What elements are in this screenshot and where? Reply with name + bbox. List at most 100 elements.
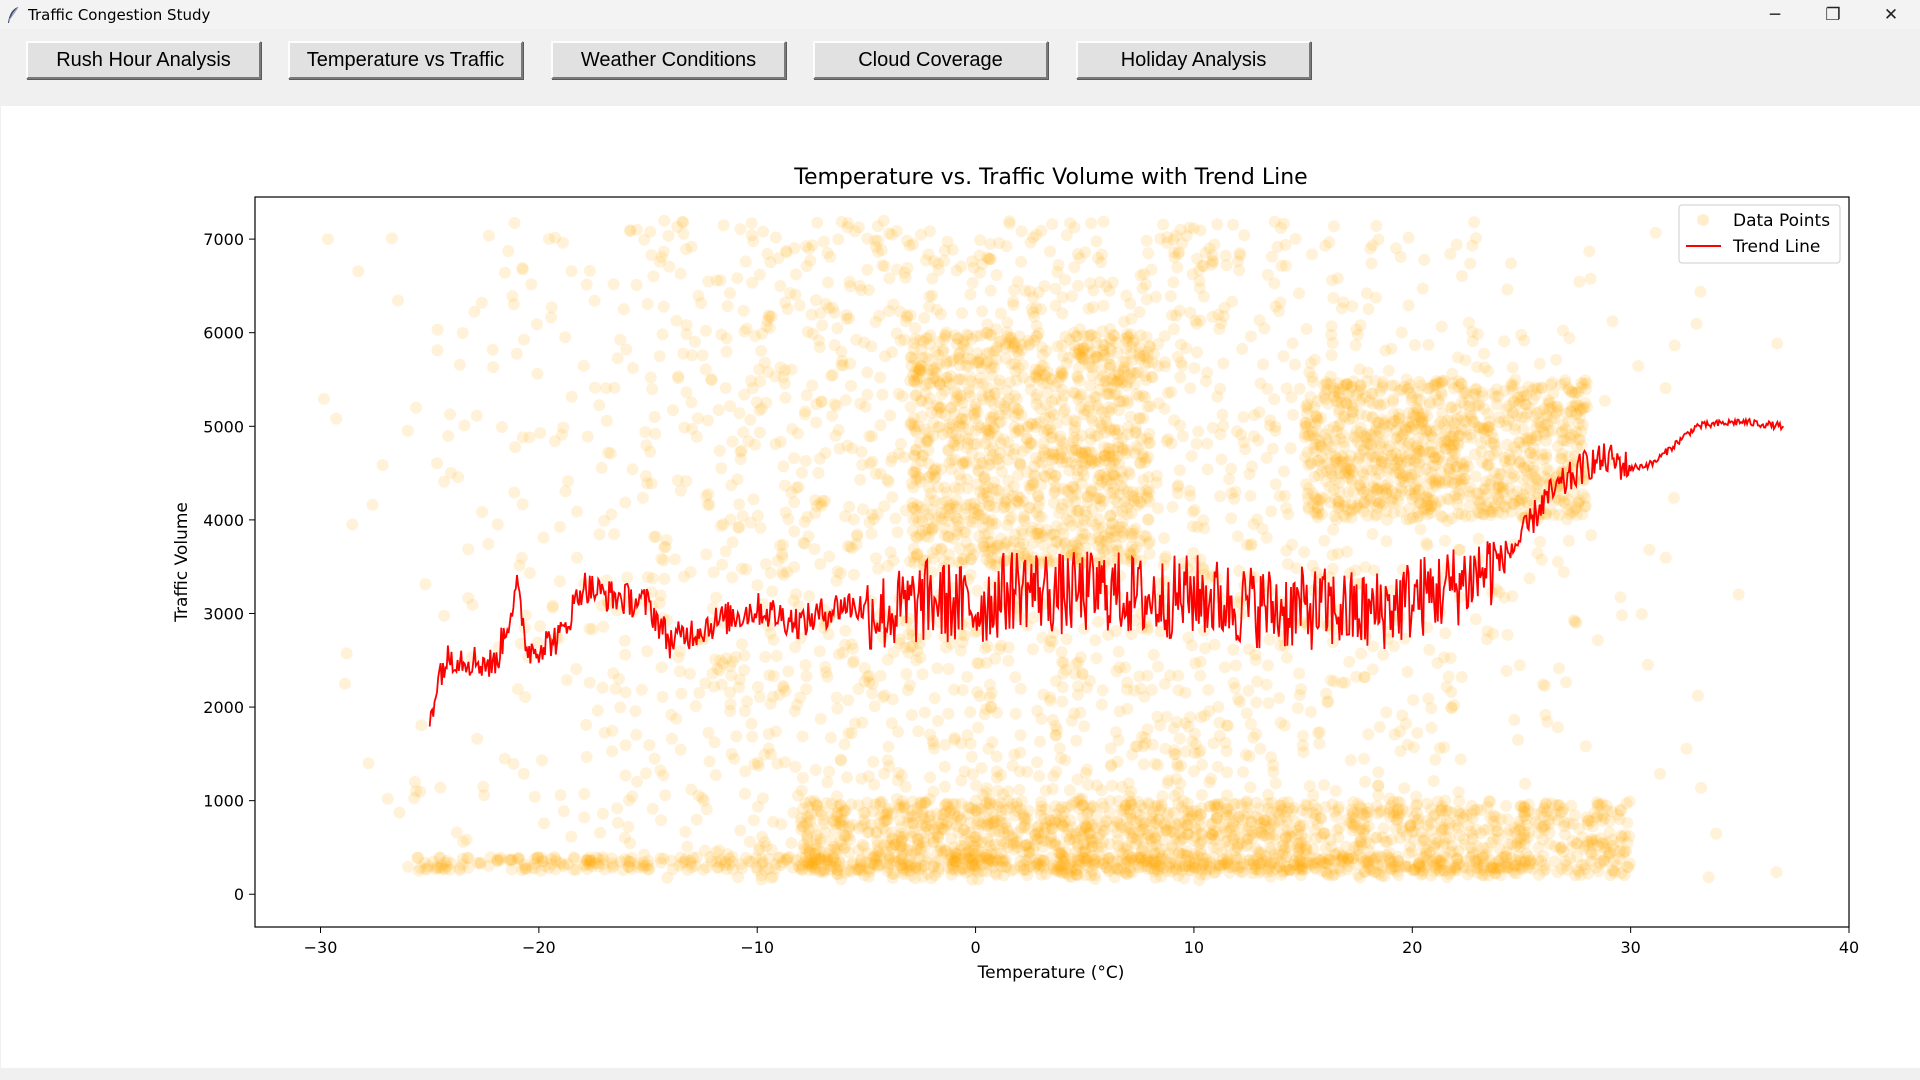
data-point: [1240, 748, 1252, 761]
temperature-vs-traffic-button[interactable]: Temperature vs Traffic: [288, 41, 523, 79]
data-point: [1084, 433, 1097, 446]
data-point: [1209, 825, 1222, 838]
data-point: [1053, 742, 1066, 755]
data-point: [1050, 765, 1063, 778]
data-point: [511, 683, 524, 696]
data-point: [793, 299, 806, 312]
data-point: [1003, 215, 1016, 228]
data-point: [1031, 756, 1043, 769]
data-point: [644, 445, 657, 458]
data-point: [958, 863, 971, 876]
data-point: [765, 843, 778, 856]
data-point: [1108, 468, 1121, 481]
data-point: [1493, 586, 1506, 599]
data-point: [948, 683, 960, 696]
weather-conditions-button[interactable]: Weather Conditions: [551, 41, 786, 79]
data-point: [1089, 873, 1102, 885]
data-point: [1247, 518, 1260, 531]
data-point: [1388, 640, 1400, 653]
data-point: [1691, 689, 1704, 702]
data-point: [594, 826, 607, 839]
data-point: [1049, 729, 1062, 742]
data-point: [1105, 758, 1118, 771]
data-point: [645, 249, 658, 261]
data-point: [914, 334, 927, 346]
data-point: [991, 784, 1004, 797]
data-point: [964, 835, 977, 848]
data-point: [1219, 249, 1232, 262]
data-point: [1225, 512, 1238, 525]
data-point: [1047, 474, 1060, 487]
data-point: [839, 394, 852, 407]
data-point: [580, 751, 593, 763]
data-point: [1400, 717, 1412, 730]
data-point: [894, 305, 907, 318]
data-point: [1059, 538, 1072, 551]
data-point: [1166, 500, 1179, 513]
data-point: [1104, 509, 1117, 522]
data-point: [1249, 648, 1262, 661]
data-point: [982, 458, 995, 471]
data-point: [1207, 256, 1220, 269]
data-point: [510, 347, 523, 360]
cloud-coverage-button[interactable]: Cloud Coverage: [813, 41, 1048, 79]
data-point: [1360, 806, 1373, 819]
data-point: [800, 683, 813, 696]
data-point: [668, 553, 681, 566]
data-point: [624, 224, 637, 237]
data-point: [827, 855, 840, 867]
data-point: [1498, 335, 1511, 348]
data-point: [1152, 397, 1165, 410]
data-point: [922, 512, 935, 525]
data-point: [1237, 809, 1250, 822]
data-point: [866, 455, 879, 468]
data-point: [1366, 528, 1379, 540]
data-point: [1218, 661, 1231, 674]
data-point: [1011, 275, 1024, 288]
data-point: [965, 750, 978, 763]
data-point: [1299, 428, 1311, 440]
data-point: [881, 560, 894, 572]
data-point: [1281, 558, 1294, 571]
data-point: [1030, 398, 1043, 411]
data-point: [1422, 338, 1435, 351]
data-point: [1455, 671, 1468, 683]
data-point: [859, 807, 872, 819]
rush-hour-analysis-button[interactable]: Rush Hour Analysis: [26, 41, 261, 79]
data-point: [1223, 861, 1236, 874]
data-point: [958, 765, 971, 778]
data-point: [850, 538, 863, 551]
data-point: [912, 839, 925, 852]
data-point: [1354, 319, 1367, 332]
data-point: [1372, 779, 1385, 792]
holiday-analysis-button[interactable]: Holiday Analysis: [1076, 41, 1311, 79]
data-point: [657, 300, 670, 313]
data-point: [1305, 705, 1317, 718]
data-point: [1293, 382, 1306, 395]
data-point: [952, 439, 965, 452]
data-point: [827, 852, 840, 865]
close-button[interactable]: ✕: [1883, 4, 1899, 25]
data-point: [1206, 310, 1219, 323]
data-point: [1154, 719, 1167, 732]
data-point: [1659, 382, 1672, 395]
data-point: [643, 739, 656, 752]
data-point: [1161, 231, 1173, 244]
data-point: [1194, 744, 1207, 757]
data-point: [1267, 765, 1280, 778]
data-point: [918, 706, 931, 719]
data-point: [1090, 652, 1103, 665]
data-point: [665, 732, 678, 745]
data-point: [971, 406, 984, 419]
minimize-button[interactable]: ─: [1769, 4, 1781, 25]
data-point: [938, 780, 951, 793]
data-point: [1273, 490, 1286, 502]
data-point: [1304, 357, 1317, 370]
data-point: [779, 364, 791, 377]
data-point: [1104, 526, 1117, 539]
maximize-button[interactable]: ❐: [1825, 4, 1841, 25]
data-point: [577, 359, 590, 372]
data-point: [981, 432, 994, 445]
data-point: [931, 303, 943, 316]
data-point: [1105, 358, 1118, 371]
